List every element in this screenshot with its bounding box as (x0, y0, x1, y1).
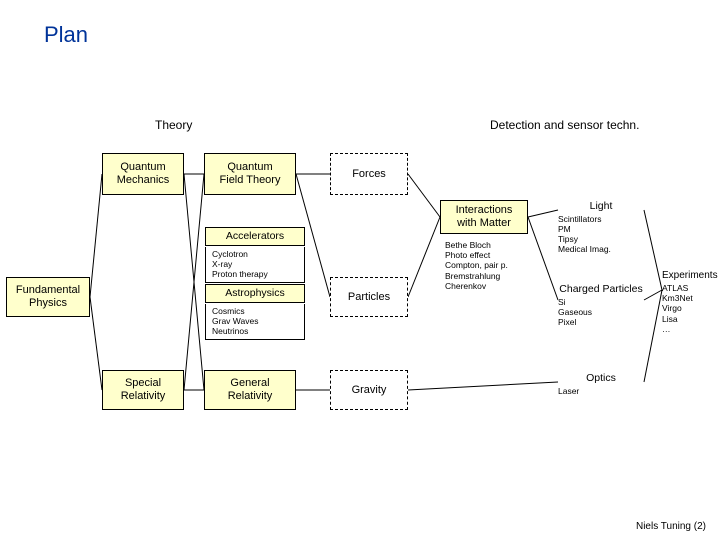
node-quantum-field-theory: QuantumField Theory (204, 153, 296, 195)
diagram-edges (0, 0, 720, 540)
node-label: Gravity (352, 384, 387, 397)
list-item: ATLAS (662, 283, 718, 293)
block-title: Optics (558, 372, 644, 385)
block-astrophysics: Astrophysics Cosmics Grav Waves Neutrino… (205, 284, 305, 340)
node-label: QuantumMechanics (117, 161, 170, 186)
list-item: Neutrinos (212, 326, 300, 336)
list-item: Grav Waves (212, 316, 300, 326)
block-bethe-bloch: Bethe Bloch Photo effect Compton, pair p… (445, 240, 545, 291)
node-quantum-mechanics: QuantumMechanics (102, 153, 184, 195)
node-label: GeneralRelativity (228, 377, 273, 402)
page-title: Plan (44, 22, 88, 48)
node-label: Forces (352, 168, 386, 181)
list-item: PM (558, 224, 644, 234)
node-gravity: Gravity (330, 370, 408, 410)
list-item: Medical Imag. (558, 244, 644, 254)
list-item: Virgo (662, 303, 718, 313)
block-charged-particles: Charged Particles Si Gaseous Pixel (558, 283, 644, 327)
list-item: Laser (558, 386, 644, 396)
list-item: Bethe Bloch (445, 240, 545, 250)
list-item: Compton, pair p. (445, 260, 545, 270)
block-title: Accelerators (205, 227, 305, 246)
node-forces: Forces (330, 153, 408, 195)
block-title: Charged Particles (558, 283, 644, 296)
list-item: Cyclotron (212, 249, 300, 259)
node-special-relativity: SpecialRelativity (102, 370, 184, 410)
node-label: Interactionswith Matter (456, 204, 513, 229)
list-item: Si (558, 297, 644, 307)
node-label: SpecialRelativity (121, 377, 166, 402)
block-light: Light Scintillators PM Tipsy Medical Ima… (558, 200, 644, 254)
node-label: FundamentalPhysics (16, 284, 80, 309)
block-optics: Optics Laser (558, 372, 644, 396)
node-label: Particles (348, 291, 390, 304)
list-item: Photo effect (445, 250, 545, 260)
node-general-relativity: GeneralRelativity (204, 370, 296, 410)
list-item: Gaseous (558, 307, 644, 317)
node-label: QuantumField Theory (220, 161, 281, 186)
node-fundamental-physics: FundamentalPhysics (6, 277, 90, 317)
list-item: Proton therapy (212, 269, 300, 279)
footer-text: Niels Tuning (2) (636, 521, 706, 532)
list-item: Km3Net (662, 293, 718, 303)
block-accelerators: Accelerators Cyclotron X-ray Proton ther… (205, 227, 305, 283)
list-item: Bremstrahlung (445, 271, 545, 281)
list-item: Lisa (662, 314, 718, 324)
list-item: … (662, 324, 718, 334)
block-title: Astrophysics (205, 284, 305, 303)
section-detection-label: Detection and sensor techn. (490, 118, 639, 132)
list-item: Scintillators (558, 214, 644, 224)
node-particles: Particles (330, 277, 408, 317)
list-item: Cosmics (212, 306, 300, 316)
list-item: Cherenkov (445, 281, 545, 291)
block-title: Experiments (662, 270, 718, 282)
list-item: X-ray (212, 259, 300, 269)
block-title: Light (558, 200, 644, 213)
list-item: Tipsy (558, 234, 644, 244)
section-theory-label: Theory (155, 118, 192, 132)
node-interactions-with-matter: Interactionswith Matter (440, 200, 528, 234)
list-item: Pixel (558, 317, 644, 327)
block-experiments: Experiments ATLAS Km3Net Virgo Lisa … (662, 270, 718, 334)
